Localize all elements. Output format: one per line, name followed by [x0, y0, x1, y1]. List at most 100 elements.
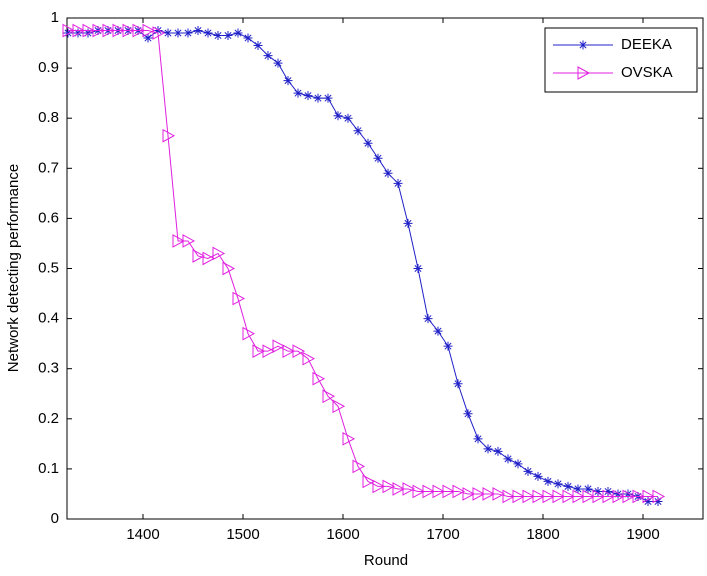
- marker: [602, 489, 616, 504]
- marker: [462, 487, 476, 501]
- marker: [272, 339, 286, 353]
- marker: [402, 482, 416, 496]
- marker: [562, 489, 576, 504]
- y-tick-label: 0: [51, 510, 59, 527]
- y-tick-label: 0.5: [38, 259, 59, 276]
- legend-label: DEEKA: [621, 36, 672, 53]
- marker: [472, 487, 486, 501]
- marker: [283, 76, 293, 86]
- marker: [282, 344, 296, 359]
- marker: [373, 153, 383, 163]
- legend-box: [544, 27, 698, 93]
- marker: [453, 379, 463, 389]
- marker: [483, 444, 493, 454]
- x-tick-label: 1900: [626, 526, 659, 543]
- x-axis-label: Round: [364, 552, 408, 569]
- marker: [313, 93, 323, 103]
- marker: [253, 41, 263, 51]
- marker: [502, 489, 516, 504]
- marker: [292, 344, 306, 359]
- marker: [542, 489, 556, 504]
- marker: [143, 33, 153, 43]
- marker: [222, 261, 236, 276]
- marker: [302, 351, 316, 366]
- marker: [233, 28, 243, 38]
- x-tick-label: 1400: [126, 526, 159, 543]
- marker: [183, 28, 193, 38]
- marker: [263, 51, 273, 61]
- marker: [223, 31, 233, 41]
- y-tick-label: 0.6: [38, 209, 59, 226]
- marker: [482, 487, 496, 501]
- marker: [612, 489, 626, 504]
- marker: [193, 26, 203, 36]
- marker: [322, 389, 336, 404]
- y-tick-label: 0.2: [38, 410, 59, 427]
- marker: [522, 489, 536, 504]
- marker: [63, 28, 73, 38]
- marker: [653, 496, 663, 506]
- y-tick-label: 0.1: [38, 460, 59, 477]
- y-tick-label: 0.4: [38, 310, 59, 327]
- marker: [72, 23, 86, 38]
- marker: [173, 28, 183, 38]
- marker: [622, 489, 636, 504]
- marker: [572, 489, 586, 504]
- legend-label: OVSKA: [621, 64, 673, 81]
- marker: [512, 489, 526, 504]
- marker: [343, 113, 353, 123]
- x-tick-label: 1500: [226, 526, 259, 543]
- marker: [62, 23, 76, 38]
- marker: [202, 251, 216, 266]
- marker: [392, 482, 406, 496]
- marker: [503, 454, 513, 464]
- marker: [252, 344, 266, 359]
- marker: [443, 341, 453, 351]
- x-tick-label: 1700: [426, 526, 459, 543]
- marker: [152, 26, 166, 40]
- marker: [577, 66, 591, 80]
- marker: [213, 31, 223, 41]
- y-tick-label: 0.7: [38, 159, 59, 176]
- marker: [442, 484, 456, 499]
- marker: [293, 88, 303, 98]
- marker: [172, 234, 186, 248]
- legend: DEEKA OVSKA: [544, 27, 698, 93]
- marker: [492, 487, 506, 501]
- marker: [543, 476, 553, 486]
- marker: [463, 409, 473, 419]
- marker: [342, 431, 356, 446]
- marker: [102, 23, 116, 38]
- marker: [312, 371, 326, 386]
- marker: [642, 489, 656, 504]
- marker: [423, 314, 433, 324]
- marker: [632, 489, 646, 504]
- y-axis-label: Network detecting performance: [5, 164, 22, 372]
- marker: [132, 23, 146, 38]
- marker: [372, 479, 386, 494]
- marker: [303, 91, 313, 101]
- marker: [433, 326, 443, 336]
- marker: [412, 484, 426, 499]
- marker: [153, 26, 163, 36]
- marker: [182, 234, 196, 248]
- marker: [112, 23, 126, 38]
- marker: [603, 486, 613, 496]
- marker: [523, 466, 533, 476]
- marker: [432, 484, 446, 499]
- marker: [352, 459, 366, 474]
- marker: [493, 446, 503, 456]
- marker: [203, 28, 213, 38]
- marker: [142, 23, 156, 38]
- y-tick-label: 0.9: [38, 59, 59, 76]
- marker: [273, 58, 283, 68]
- marker: [552, 489, 566, 504]
- marker: [243, 33, 253, 43]
- marker: [353, 126, 363, 136]
- series-line: [68, 30, 658, 497]
- marker: [383, 168, 393, 178]
- marker: [163, 28, 173, 38]
- marker: [452, 484, 466, 499]
- marker: [582, 489, 596, 504]
